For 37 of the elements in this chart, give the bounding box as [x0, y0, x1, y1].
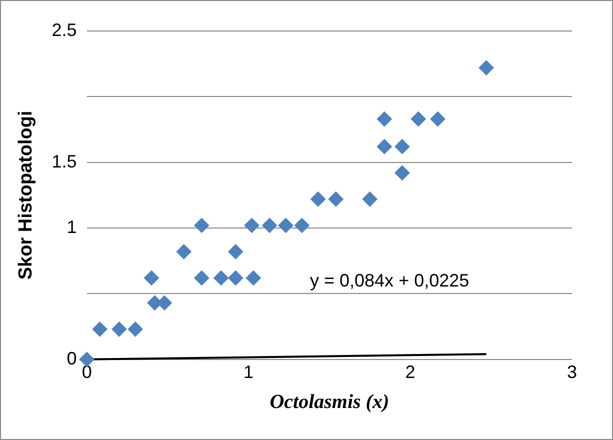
point	[430, 112, 446, 127]
point	[79, 352, 94, 367]
y-tick-label: 2.5	[52, 20, 77, 40]
y-tick-label: 1	[66, 217, 77, 238]
point	[394, 139, 410, 154]
x-tick-label: 2	[405, 362, 416, 382]
point	[228, 270, 244, 286]
point	[128, 322, 143, 337]
point	[92, 322, 108, 337]
point	[294, 218, 310, 233]
point	[310, 192, 326, 207]
point	[376, 112, 392, 127]
point	[362, 192, 378, 207]
x-axis-title: Octolasmis (x)	[270, 391, 390, 414]
point	[176, 244, 192, 260]
point	[376, 139, 392, 154]
point	[244, 218, 260, 233]
y-axis-title: Skor Histopatologi	[16, 110, 37, 280]
y-tick-label: 0	[66, 348, 77, 368]
point	[112, 322, 127, 337]
point	[328, 192, 344, 207]
point	[194, 218, 210, 233]
annotation: y = 0,084x + 0,0225	[310, 270, 470, 291]
x-tick-label: 3	[566, 362, 578, 382]
point	[194, 270, 210, 286]
point	[262, 218, 278, 233]
point	[214, 270, 229, 286]
point	[246, 270, 261, 286]
point	[394, 165, 410, 180]
point	[228, 244, 244, 260]
point	[478, 60, 494, 76]
x-tick-label: 1	[244, 362, 254, 382]
point	[410, 112, 426, 127]
point	[144, 270, 160, 286]
x-tick-label: 0	[82, 362, 92, 382]
point	[278, 218, 294, 233]
y-tick-label: 1.5	[52, 151, 77, 172]
